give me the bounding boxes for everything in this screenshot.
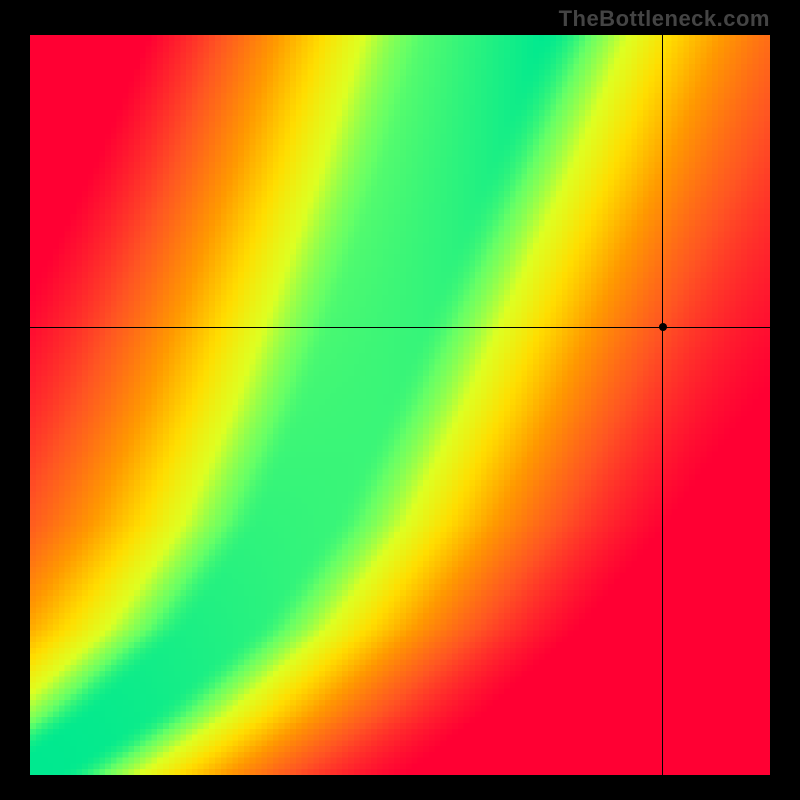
crosshair-marker: [659, 323, 667, 331]
crosshair-horizontal: [0, 327, 800, 328]
heatmap-canvas: [30, 35, 770, 775]
crosshair-vertical: [662, 0, 663, 800]
chart-container: TheBottleneck.com: [0, 0, 800, 800]
watermark-text: TheBottleneck.com: [559, 6, 770, 32]
heatmap-plot: [30, 35, 770, 775]
